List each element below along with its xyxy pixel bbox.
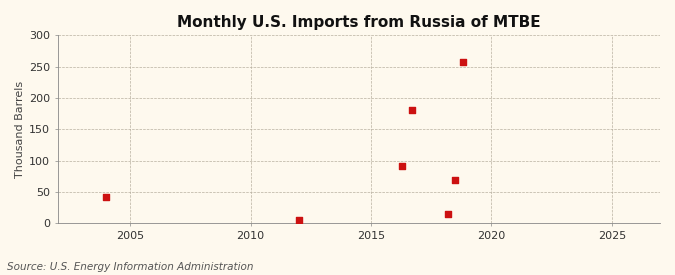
Y-axis label: Thousand Barrels: Thousand Barrels <box>15 81 25 178</box>
Point <box>101 195 111 199</box>
Point <box>457 59 468 64</box>
Point <box>406 108 417 113</box>
Title: Monthly U.S. Imports from Russia of MTBE: Monthly U.S. Imports from Russia of MTBE <box>177 15 541 30</box>
Point <box>450 178 461 182</box>
Text: Source: U.S. Energy Information Administration: Source: U.S. Energy Information Administ… <box>7 262 253 272</box>
Point <box>397 164 408 168</box>
Point <box>443 211 454 216</box>
Point <box>294 218 304 222</box>
